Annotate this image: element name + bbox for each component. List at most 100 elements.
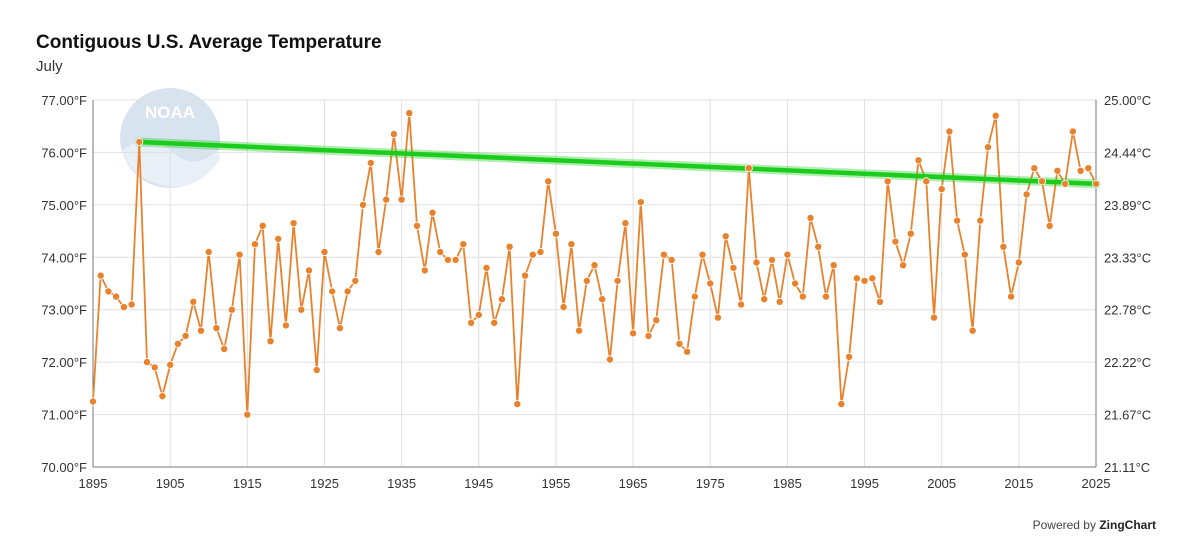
data-point bbox=[829, 261, 838, 270]
data-point bbox=[621, 219, 630, 228]
data-point bbox=[906, 229, 915, 238]
data-point bbox=[868, 274, 877, 283]
data-point bbox=[328, 287, 337, 296]
x-tick-label: 2025 bbox=[1082, 476, 1111, 491]
data-point bbox=[212, 324, 221, 333]
data-point bbox=[744, 164, 753, 173]
x-tick-label: 2005 bbox=[927, 476, 956, 491]
data-point bbox=[250, 240, 259, 249]
data-point bbox=[860, 276, 869, 285]
data-point bbox=[1030, 164, 1039, 173]
data-point bbox=[652, 316, 661, 325]
data-point bbox=[551, 229, 560, 238]
y-tick-label-right: 23.89°C bbox=[1104, 198, 1151, 213]
y-tick-label-right: 21.67°C bbox=[1104, 408, 1151, 423]
data-point bbox=[1045, 221, 1054, 230]
data-point bbox=[899, 261, 908, 270]
data-point bbox=[181, 331, 190, 340]
data-point bbox=[636, 198, 645, 207]
data-point bbox=[405, 109, 414, 118]
x-tick-label: 2015 bbox=[1004, 476, 1033, 491]
data-point bbox=[196, 326, 205, 335]
data-point bbox=[729, 263, 738, 272]
data-point bbox=[999, 242, 1008, 251]
y-tick-label-left: 76.00°F bbox=[41, 145, 87, 160]
chart-title: Contiguous U.S. Average Temperature bbox=[36, 32, 382, 53]
data-point bbox=[783, 250, 792, 259]
data-point bbox=[135, 137, 144, 146]
data-point bbox=[436, 247, 445, 256]
data-point bbox=[876, 297, 885, 306]
data-point bbox=[451, 255, 460, 264]
y-tick-label-left: 75.00°F bbox=[41, 198, 87, 213]
data-point bbox=[297, 305, 306, 314]
data-point bbox=[412, 221, 421, 230]
powered-by-credit[interactable]: Powered by ZingChart bbox=[1033, 518, 1156, 532]
data-point bbox=[1092, 179, 1101, 188]
y-tick-label-right: 22.22°C bbox=[1104, 355, 1151, 370]
data-point bbox=[605, 355, 614, 364]
y-tick-label-left: 71.00°F bbox=[41, 408, 87, 423]
data-point bbox=[706, 279, 715, 288]
data-point bbox=[1068, 127, 1077, 136]
data-point bbox=[721, 232, 730, 241]
data-point bbox=[497, 295, 506, 304]
data-point bbox=[659, 250, 668, 259]
data-point bbox=[482, 263, 491, 272]
data-point bbox=[968, 326, 977, 335]
data-point bbox=[274, 234, 283, 243]
y-tick-label-right: 21.11°C bbox=[1104, 460, 1150, 475]
y-tick-label-right: 23.33°C bbox=[1104, 250, 1151, 265]
x-tick-label: 1935 bbox=[387, 476, 416, 491]
data-point bbox=[544, 177, 553, 186]
data-point bbox=[474, 310, 483, 319]
data-point bbox=[173, 339, 182, 348]
data-point bbox=[420, 266, 429, 275]
x-tick-label: 1955 bbox=[541, 476, 570, 491]
data-point bbox=[528, 250, 537, 259]
data-point bbox=[428, 208, 437, 217]
data-point bbox=[266, 337, 275, 346]
data-point bbox=[891, 237, 900, 246]
data-point bbox=[984, 143, 993, 152]
data-point bbox=[189, 297, 198, 306]
y-tick-label-left: 74.00°F bbox=[41, 250, 87, 265]
x-tick-label: 1945 bbox=[464, 476, 493, 491]
data-point bbox=[768, 255, 777, 264]
data-point bbox=[914, 156, 923, 165]
data-point bbox=[791, 279, 800, 288]
data-point bbox=[127, 300, 136, 309]
data-point bbox=[366, 158, 375, 167]
data-point bbox=[281, 321, 290, 330]
data-point bbox=[490, 318, 499, 327]
data-point bbox=[536, 247, 545, 256]
trend-line-series bbox=[134, 137, 1101, 189]
data-point bbox=[343, 287, 352, 296]
credit-brand: ZingChart bbox=[1099, 518, 1156, 532]
chart-subtitle: July bbox=[36, 58, 63, 75]
data-point bbox=[166, 360, 175, 369]
y-tick-label-right: 22.78°C bbox=[1104, 303, 1151, 318]
data-point bbox=[775, 297, 784, 306]
data-point bbox=[1076, 166, 1085, 175]
x-tick-label: 1905 bbox=[156, 476, 185, 491]
data-point bbox=[683, 347, 692, 356]
data-point bbox=[104, 287, 113, 296]
data-point bbox=[798, 292, 807, 301]
data-point bbox=[930, 313, 939, 322]
data-point bbox=[845, 352, 854, 361]
y-tick-label-left: 77.00°F bbox=[41, 93, 87, 108]
data-point bbox=[142, 358, 151, 367]
data-point bbox=[883, 177, 892, 186]
data-point bbox=[582, 276, 591, 285]
data-point bbox=[960, 250, 969, 259]
data-point bbox=[644, 331, 653, 340]
data-point bbox=[667, 255, 676, 264]
data-point bbox=[598, 295, 607, 304]
data-point bbox=[243, 410, 252, 419]
data-point bbox=[1007, 292, 1016, 301]
x-tick-label: 1995 bbox=[850, 476, 879, 491]
x-tick-label: 1975 bbox=[696, 476, 725, 491]
data-point bbox=[89, 397, 98, 406]
